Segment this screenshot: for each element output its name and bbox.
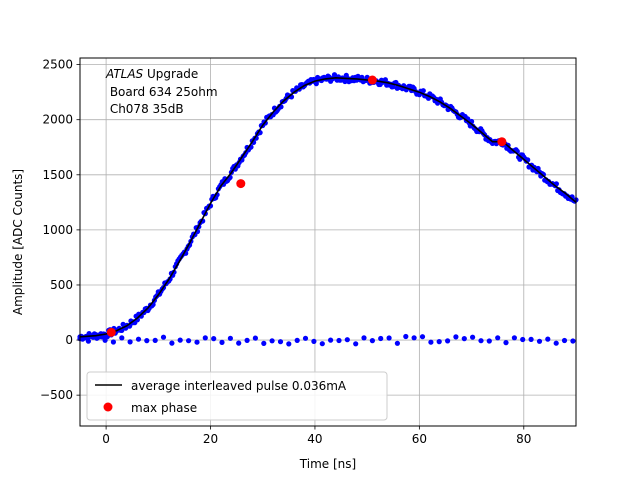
baseline-sample-point <box>144 338 150 344</box>
grid <box>80 58 576 426</box>
baseline-sample-point <box>403 333 409 340</box>
baseline-sample-point <box>211 336 217 342</box>
baseline-sample-point <box>202 335 208 341</box>
baseline-sample-point <box>378 335 384 342</box>
baseline-sample-point <box>94 335 100 341</box>
baseline-sample-point <box>478 338 484 344</box>
baseline-sample-point <box>528 336 534 342</box>
baseline-sample-point <box>495 335 501 341</box>
legend-label-average-pulse: average interleaved pulse 0.036mA <box>131 379 347 393</box>
y-tick-label: 500 <box>50 278 73 292</box>
pulse-sample-point <box>382 77 388 83</box>
y-tick-label: 2000 <box>42 113 73 127</box>
pulse-sample-point <box>313 81 319 87</box>
y-tick-label: 2500 <box>42 58 73 72</box>
baseline-sample-point <box>244 337 250 343</box>
baseline-sample-point <box>545 336 551 342</box>
baseline-sample-point <box>236 340 242 346</box>
legend: average interleaved pulse 0.036mA max ph… <box>86 371 388 421</box>
baseline-sample-point <box>344 337 350 343</box>
baseline-sample-point <box>152 337 158 343</box>
ticks: 0 20 40 60 80 −500 0 500 1000 1500 2000 2500 <box>40 58 531 446</box>
baseline-sample-point <box>428 339 434 345</box>
x-tick-label: 0 <box>102 432 110 446</box>
baseline-sample-point <box>369 338 375 344</box>
y-tick-label: 1000 <box>42 223 73 237</box>
baseline-sample-point <box>520 336 526 343</box>
annotation-line-3: Ch078 35dB <box>106 102 184 116</box>
baseline-sample-point <box>135 336 142 342</box>
baseline-sample-point <box>252 335 258 341</box>
x-tick-label: 60 <box>412 432 427 446</box>
baseline-sample-point <box>419 334 426 340</box>
x-tick-label: 40 <box>307 432 322 446</box>
baseline-sample-point <box>453 334 459 340</box>
max-phase-point <box>236 179 246 189</box>
baseline-sample-point <box>411 335 417 341</box>
annotation-atlas: ATLAS <box>105 67 144 81</box>
baseline-sample-point <box>286 341 292 347</box>
baseline-sample-point <box>319 341 325 347</box>
data-layer <box>77 72 579 347</box>
baseline-sample-point <box>445 338 451 344</box>
baseline-sample-point <box>169 340 175 346</box>
baseline-sample-point <box>361 335 367 341</box>
x-axis-label: Time [ns] <box>299 457 356 471</box>
y-axis-label: Amplitude [ADC Counts] <box>11 169 25 315</box>
baseline-sample-point <box>353 341 359 347</box>
annotation-line-1: ATLAS Upgrade <box>105 67 198 81</box>
baseline-sample-point <box>261 340 267 346</box>
baseline-sample-point <box>294 337 300 343</box>
max-phase-point <box>106 327 116 337</box>
baseline-sample-point <box>277 339 284 345</box>
legend-label-max-phase: max phase <box>131 401 197 415</box>
baseline-sample-point <box>436 339 442 345</box>
y-tick-label: 1500 <box>42 168 73 182</box>
legend-marker-max-phase <box>103 402 113 412</box>
baseline-sample-point <box>570 338 576 344</box>
average-pulse-line <box>79 76 577 338</box>
baseline-sample-point <box>386 335 392 341</box>
plot-frame <box>79 57 577 427</box>
baseline-sample-point <box>328 337 334 343</box>
baseline-sample-point <box>302 335 309 341</box>
y-tick-label: −500 <box>40 388 73 402</box>
baseline-sample-point <box>511 335 517 341</box>
max-phase-point <box>367 75 377 85</box>
annotation-line-2: Board 634 25ohm <box>106 85 218 99</box>
baseline-sample-point <box>186 338 192 344</box>
baseline-sample-point <box>102 337 108 343</box>
baseline-sample-point <box>486 338 492 344</box>
baseline-sample-point <box>394 340 400 346</box>
baseline-sample-point <box>85 338 91 344</box>
baseline-sample-point <box>503 340 509 346</box>
pulse-sample-point <box>420 88 426 94</box>
baseline-sample-point <box>561 337 568 344</box>
baseline-sample-point <box>269 338 275 344</box>
baseline-sample-point <box>336 337 342 344</box>
baseline-sample-point <box>553 340 559 346</box>
x-tick-label: 20 <box>203 432 218 446</box>
x-tick-label: 80 <box>516 432 531 446</box>
baseline-sample-point <box>127 339 133 345</box>
baseline-sample-point <box>311 338 317 344</box>
legend-box <box>86 371 388 421</box>
baseline-sample-point <box>194 339 200 345</box>
max-phase-point <box>497 137 507 147</box>
baseline-sample-point <box>177 337 183 343</box>
baseline-sample-point <box>119 335 125 341</box>
annotation: ATLAS Upgrade Board 634 25ohm Ch078 35dB <box>105 67 218 116</box>
baseline-sample-point <box>219 339 225 345</box>
y-tick-label: 0 <box>65 333 73 347</box>
baseline-sample-point <box>227 335 233 341</box>
baseline-sample-point <box>110 339 116 345</box>
baseline-sample-point <box>470 334 476 340</box>
annotation-upgrade: Upgrade <box>143 67 198 81</box>
baseline-sample-point <box>461 336 467 342</box>
baseline-sample-point <box>536 338 543 344</box>
baseline-sample-point <box>160 334 167 340</box>
